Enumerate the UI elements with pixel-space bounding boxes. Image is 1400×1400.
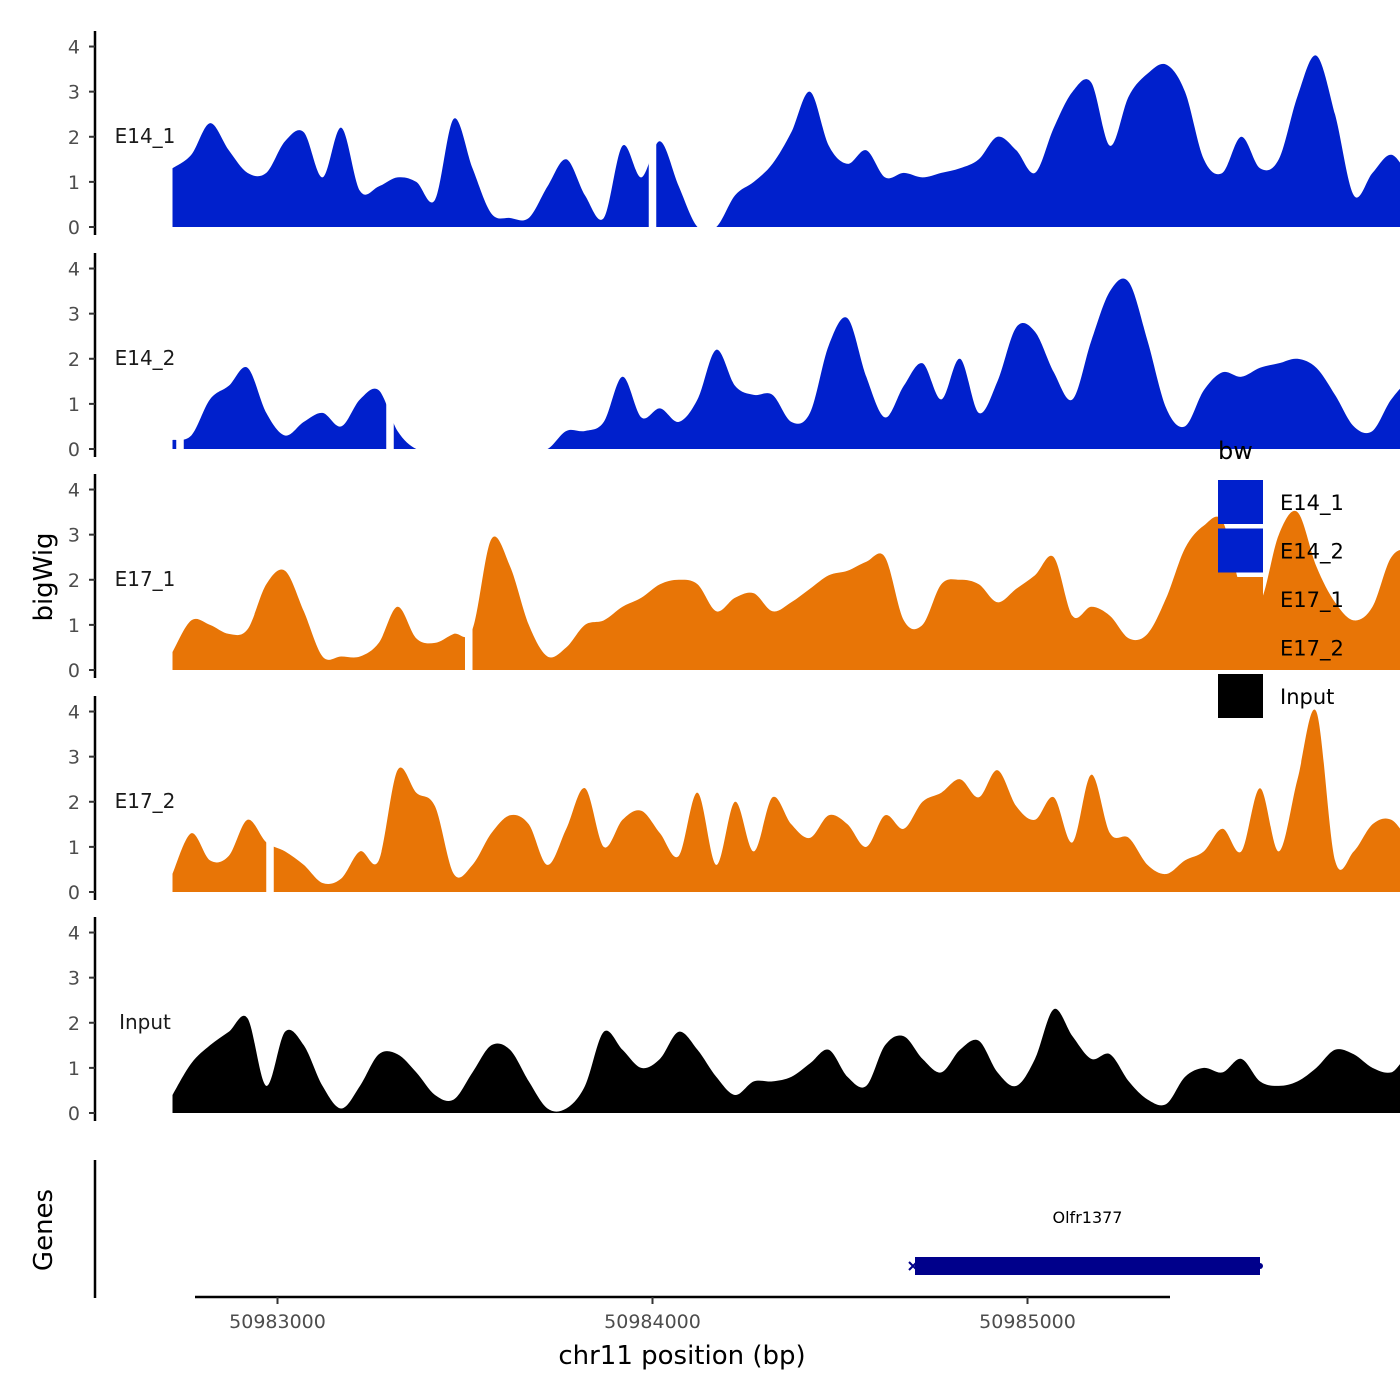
y-tick-label: 1 — [68, 615, 80, 637]
coverage-area — [172, 1008, 1400, 1113]
y-tick-label: 1 — [68, 837, 80, 859]
y-tick-label: 4 — [68, 37, 80, 59]
y-tick-label: 4 — [68, 480, 80, 502]
legend-key — [1218, 480, 1263, 524]
y-tick-label: 2 — [68, 1013, 80, 1035]
legend-label: E14_2 — [1280, 540, 1344, 565]
x-axis: 50983000 50984000 50985000 — [195, 1295, 1170, 1333]
legend-key — [1218, 625, 1263, 670]
x-tick-label: 50984000 — [604, 1311, 701, 1333]
zero-coverage-gap — [386, 253, 394, 449]
y-tick-label: 3 — [68, 304, 80, 326]
x-axis-title: chr11 position (bp) — [558, 1341, 805, 1371]
track-label: Input — [119, 1010, 171, 1034]
track-e14-2: 0 1 2 3 4 E14_2 — [68, 253, 1400, 461]
y-tick-label: 2 — [68, 570, 80, 592]
legend-label: E14_1 — [1280, 491, 1344, 516]
gene-strand-mark — [908, 1261, 918, 1271]
track-e17-1: 0 1 2 3 4 E17_1 — [68, 474, 1400, 682]
y-tick-label: 0 — [68, 660, 80, 682]
y-tick-label: 2 — [68, 127, 80, 149]
tracks-group: 0 1 2 3 4 E14_1 0 1 2 3 4 E14_2 0 1 2 3 4 E17_1 0 1 2 3 4 E17_2… — [68, 31, 1400, 1125]
y-tick-label: 3 — [68, 82, 80, 104]
legend-label: E17_2 — [1280, 637, 1344, 662]
zero-coverage-gap — [648, 31, 657, 227]
track-label: E14_2 — [115, 346, 176, 370]
legend-title: bw — [1218, 437, 1253, 465]
y-tick-label: 3 — [68, 747, 80, 769]
gene-end-mark — [1257, 1263, 1263, 1269]
y-tick-label: 4 — [68, 923, 80, 945]
legend-key — [1218, 577, 1263, 621]
x-tick-label: 50985000 — [979, 1311, 1076, 1333]
y-tick-label: 4 — [68, 702, 80, 724]
y-tick-label: 0 — [68, 1103, 80, 1125]
track-label: E17_2 — [115, 789, 176, 813]
coverage-area — [172, 510, 1400, 670]
y-tick-label: 3 — [68, 525, 80, 547]
genes-axis-title: Genes — [29, 1189, 59, 1271]
legend-key — [1218, 528, 1263, 573]
y-tick-label: 4 — [68, 259, 80, 281]
track-label: E17_1 — [115, 567, 176, 591]
y-tick-label: 0 — [68, 439, 80, 461]
zero-coverage-gap — [176, 253, 184, 449]
y-tick-label: 0 — [68, 217, 80, 239]
track-label: E14_1 — [115, 124, 176, 148]
y-tick-label: 1 — [68, 1058, 80, 1080]
y-tick-label: 0 — [68, 882, 80, 904]
y-tick-label: 2 — [68, 792, 80, 814]
zero-coverage-gap — [502, 253, 522, 449]
track-e14-1: 0 1 2 3 4 E14_1 — [68, 31, 1400, 239]
track-input: 0 1 2 3 4 Input — [68, 917, 1400, 1125]
y-tick-label: 3 — [68, 968, 80, 990]
legend: bw E14_1 E14_2 E17_1 E17_2 Input — [1218, 437, 1344, 718]
coverage-area — [172, 709, 1400, 892]
legend-label: Input — [1280, 685, 1334, 709]
y-axis-title: bigWig — [29, 532, 59, 621]
y-tick-label: 1 — [68, 394, 80, 416]
x-tick-label: 50983000 — [229, 1311, 326, 1333]
y-tick-label: 2 — [68, 349, 80, 371]
legend-label: E17_1 — [1280, 588, 1344, 613]
coverage-area — [172, 278, 1400, 449]
zero-coverage-gap — [465, 474, 473, 670]
track-e17-2: 0 1 2 3 4 E17_2 — [68, 696, 1400, 904]
gene-label: Olfr1377 — [1053, 1208, 1123, 1227]
y-tick-label: 1 — [68, 172, 80, 194]
legend-key — [1218, 674, 1263, 718]
genes-panel: Olfr1377 — [93, 1160, 1263, 1298]
zero-coverage-gap — [266, 696, 274, 892]
gene-body — [915, 1257, 1260, 1275]
coverage-area — [172, 55, 1400, 227]
